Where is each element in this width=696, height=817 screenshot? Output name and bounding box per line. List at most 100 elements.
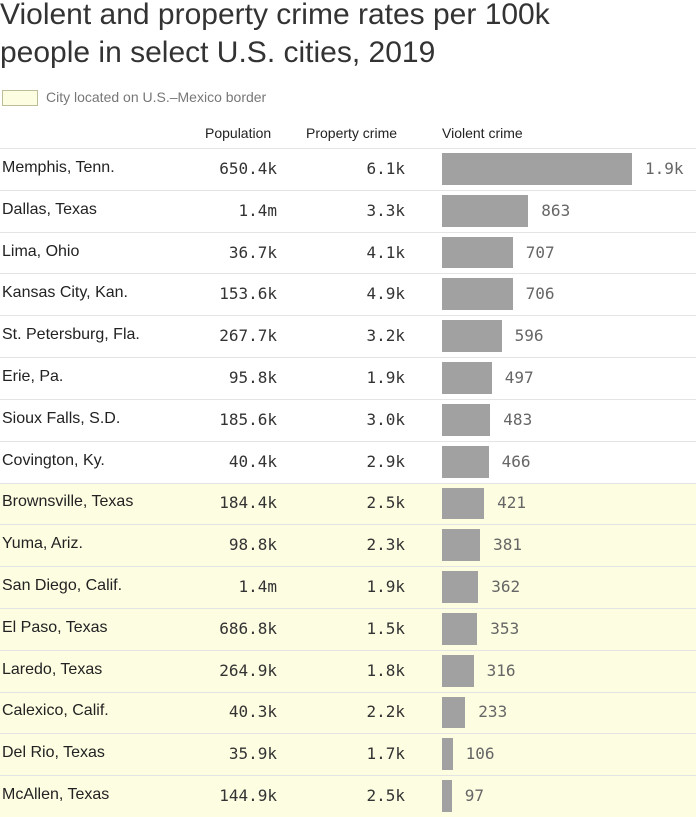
value-label: 497	[504, 367, 534, 387]
bar	[442, 780, 452, 812]
value-label: 316	[486, 660, 516, 680]
value-label: 106	[465, 744, 495, 764]
population-cell: 1.4m	[238, 577, 277, 597]
chart-title: Violent and property crime rates per 100…	[0, 0, 550, 69]
property-crime-cell: 6.1k	[366, 158, 405, 178]
city-label: St. Petersburg, Fla.	[2, 326, 140, 344]
population-cell: 35.9k	[228, 744, 277, 764]
population-cell: 264.9k	[219, 660, 277, 680]
value-label: 706	[525, 284, 555, 304]
property-crime-cell: 2.3k	[366, 535, 405, 555]
property-crime-cell: 2.9k	[366, 451, 405, 471]
value-label: 233	[478, 702, 508, 722]
population-cell: 36.7k	[228, 242, 277, 262]
population-cell: 40.3k	[228, 702, 277, 722]
table-row	[0, 607, 696, 650]
bar	[442, 320, 502, 353]
table-row	[0, 189, 696, 232]
table-row	[0, 775, 696, 817]
city-label: Erie, Pa.	[2, 367, 64, 385]
property-crime-cell: 1.9k	[366, 367, 405, 387]
table-row	[0, 231, 696, 274]
table-row	[0, 524, 696, 567]
bar	[442, 696, 466, 729]
city-label: Del Rio, Texas	[2, 744, 105, 762]
column-header: Violent crime	[442, 125, 523, 141]
bar	[442, 194, 529, 227]
table-row	[0, 691, 696, 734]
value-label: 863	[541, 200, 571, 220]
value-label: 421	[497, 493, 526, 513]
property-crime-cell: 3.0k	[366, 409, 405, 429]
value-label: 466	[501, 451, 531, 471]
population-cell: 185.6k	[219, 409, 277, 429]
bar	[442, 236, 513, 269]
value-label: 596	[514, 326, 544, 346]
property-crime-cell: 1.8k	[366, 660, 405, 680]
table-row	[0, 440, 696, 483]
population-cell: 40.4k	[228, 451, 277, 471]
table-row	[0, 315, 696, 357]
value-label: 362	[491, 577, 521, 597]
column-header: Population	[205, 125, 272, 141]
table-row	[0, 649, 696, 692]
city-label: San Diego, Calif.	[2, 577, 123, 595]
value-label: 707	[525, 242, 555, 262]
population-cell: 686.8k	[219, 618, 277, 638]
value-label: 483	[503, 409, 533, 429]
population-cell: 650.4k	[219, 158, 277, 178]
bar	[442, 654, 474, 687]
city-label: El Paso, Texas	[2, 618, 108, 636]
table-row	[0, 482, 696, 525]
property-crime-cell: 3.2k	[366, 326, 405, 346]
property-crime-cell: 2.5k	[366, 786, 405, 806]
city-label: McAllen, Texas	[2, 786, 110, 804]
city-label: Dallas, Texas	[2, 200, 97, 218]
property-crime-cell: 1.5k	[366, 618, 405, 638]
city-label: Yuma, Ariz.	[2, 535, 83, 553]
table-row	[0, 357, 696, 399]
property-crime-cell: 4.1k	[366, 242, 405, 262]
bar	[442, 403, 491, 436]
legend-label: City located on U.S.–Mexico border	[46, 89, 267, 105]
city-label: Brownsville, Texas	[2, 493, 134, 511]
table-row	[0, 273, 696, 315]
city-label: Sioux Falls, S.D.	[2, 409, 121, 427]
property-crime-cell: 3.3k	[366, 200, 405, 220]
value-label: 97	[464, 786, 484, 806]
legend-swatch	[2, 90, 38, 106]
population-cell: 1.4m	[238, 200, 277, 220]
property-crime-cell: 4.9k	[366, 284, 405, 304]
city-label: Memphis, Tenn.	[2, 158, 115, 176]
city-label: Lima, Ohio	[2, 242, 80, 260]
property-crime-cell: 2.5k	[366, 493, 405, 513]
population-cell: 144.9k	[219, 786, 277, 806]
bar	[442, 362, 492, 394]
property-crime-cell: 1.7k	[366, 744, 405, 764]
population-cell: 98.8k	[228, 535, 277, 555]
bar	[442, 153, 632, 185]
city-label: Calexico, Calif.	[2, 702, 109, 720]
city-label: Kansas City, Kan.	[2, 284, 128, 302]
population-cell: 153.6k	[219, 284, 277, 304]
city-label: Laredo, Texas	[2, 660, 103, 678]
table-row	[0, 148, 696, 190]
population-cell: 267.7k	[219, 326, 277, 346]
bar	[442, 571, 479, 603]
table-row	[0, 733, 696, 776]
city-label: Covington, Ky.	[2, 451, 105, 469]
column-header: Property crime	[306, 125, 398, 141]
bar	[442, 487, 485, 520]
property-crime-cell: 2.2k	[366, 702, 405, 722]
population-cell: 184.4k	[219, 493, 277, 513]
bar	[442, 738, 453, 771]
bar	[442, 278, 513, 311]
value-label: 381	[493, 535, 522, 555]
value-label: 353	[490, 618, 520, 638]
value-label: 1.9k	[645, 158, 684, 178]
bar	[442, 529, 481, 562]
bar	[442, 612, 478, 645]
table-row	[0, 566, 696, 608]
bar	[442, 445, 489, 478]
